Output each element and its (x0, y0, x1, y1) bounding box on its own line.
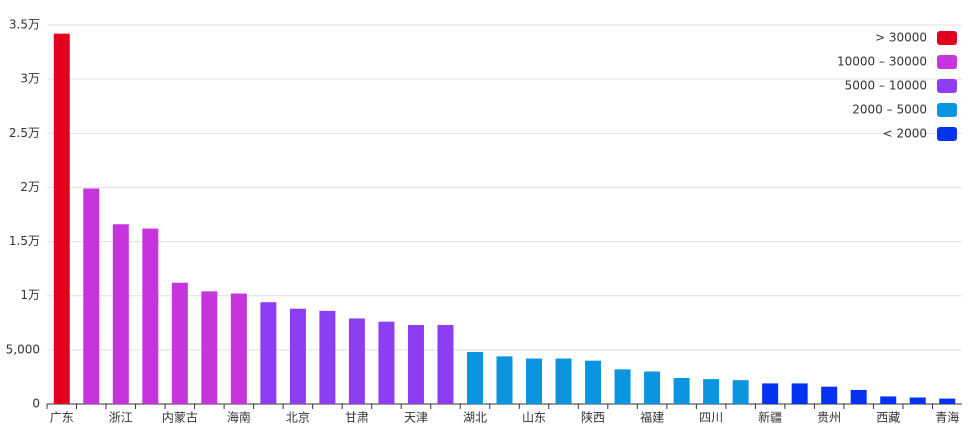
x-tick-label: 甘肃 (345, 411, 369, 425)
x-tick-label: 新疆 (758, 410, 782, 425)
x-tick-label: 福建 (640, 410, 664, 425)
bar (585, 360, 602, 404)
bar (614, 369, 631, 404)
bar (260, 302, 277, 404)
x-tick-label: 北京 (286, 411, 310, 425)
x-tick-label: 海南 (227, 410, 251, 425)
x-tick-label: 青海 (935, 410, 959, 425)
legend-label: 10000 – 30000 (837, 55, 927, 69)
x-tick-label: 广东 (50, 411, 74, 425)
bar (821, 386, 838, 404)
bar (555, 358, 572, 404)
bar (378, 321, 395, 404)
y-tick-label: 2.5万 (9, 126, 40, 140)
bar (53, 33, 70, 405)
x-tick-label: 湖北 (463, 410, 487, 425)
legend-swatch (937, 79, 957, 93)
bar (791, 383, 808, 404)
bar (466, 352, 483, 404)
bar (142, 228, 159, 404)
bar (201, 291, 218, 404)
legend-swatch (937, 103, 957, 117)
bar (289, 308, 306, 404)
legend-label: 2000 – 5000 (852, 103, 927, 117)
x-tick-label: 陕西 (581, 410, 605, 425)
legend-swatch (937, 55, 957, 69)
legend-swatch (937, 31, 957, 45)
bar (880, 396, 897, 404)
legend-swatch (937, 127, 957, 141)
legend-label: > 30000 (875, 31, 927, 45)
bar (407, 324, 424, 404)
x-tick-label: 西藏 (876, 411, 900, 425)
bar (112, 224, 129, 404)
y-tick-label: 1万 (20, 288, 40, 302)
bar (171, 282, 188, 404)
y-tick-label: 0 (32, 397, 40, 411)
bar (348, 318, 365, 404)
x-tick-label: 山东 (522, 411, 546, 425)
bar (939, 398, 956, 404)
x-tick-label: 内蒙古 (162, 410, 198, 425)
bar (732, 380, 749, 404)
legend-label: < 2000 (883, 127, 927, 141)
x-tick-label: 四川 (699, 411, 723, 425)
bar (673, 378, 690, 404)
x-tick-label: 浙江 (109, 411, 133, 425)
bar (909, 397, 926, 404)
y-tick-label: 3.5万 (9, 18, 40, 32)
bar (319, 310, 336, 404)
bar (83, 188, 100, 404)
bar (762, 383, 779, 404)
y-tick-label: 5,000 (6, 342, 40, 356)
bar (526, 358, 543, 404)
legend-label: 5000 – 10000 (845, 79, 927, 93)
bar (644, 371, 661, 404)
y-tick-label: 3万 (20, 72, 40, 86)
x-tick-label: 贵州 (817, 411, 841, 425)
y-tick-label: 2万 (20, 180, 40, 194)
bar (496, 356, 513, 404)
x-tick-label: 天津 (404, 411, 428, 425)
bar (230, 293, 247, 404)
bar (850, 389, 867, 404)
y-tick-label: 1.5万 (9, 234, 40, 248)
bar (437, 324, 454, 404)
bar (703, 379, 720, 404)
